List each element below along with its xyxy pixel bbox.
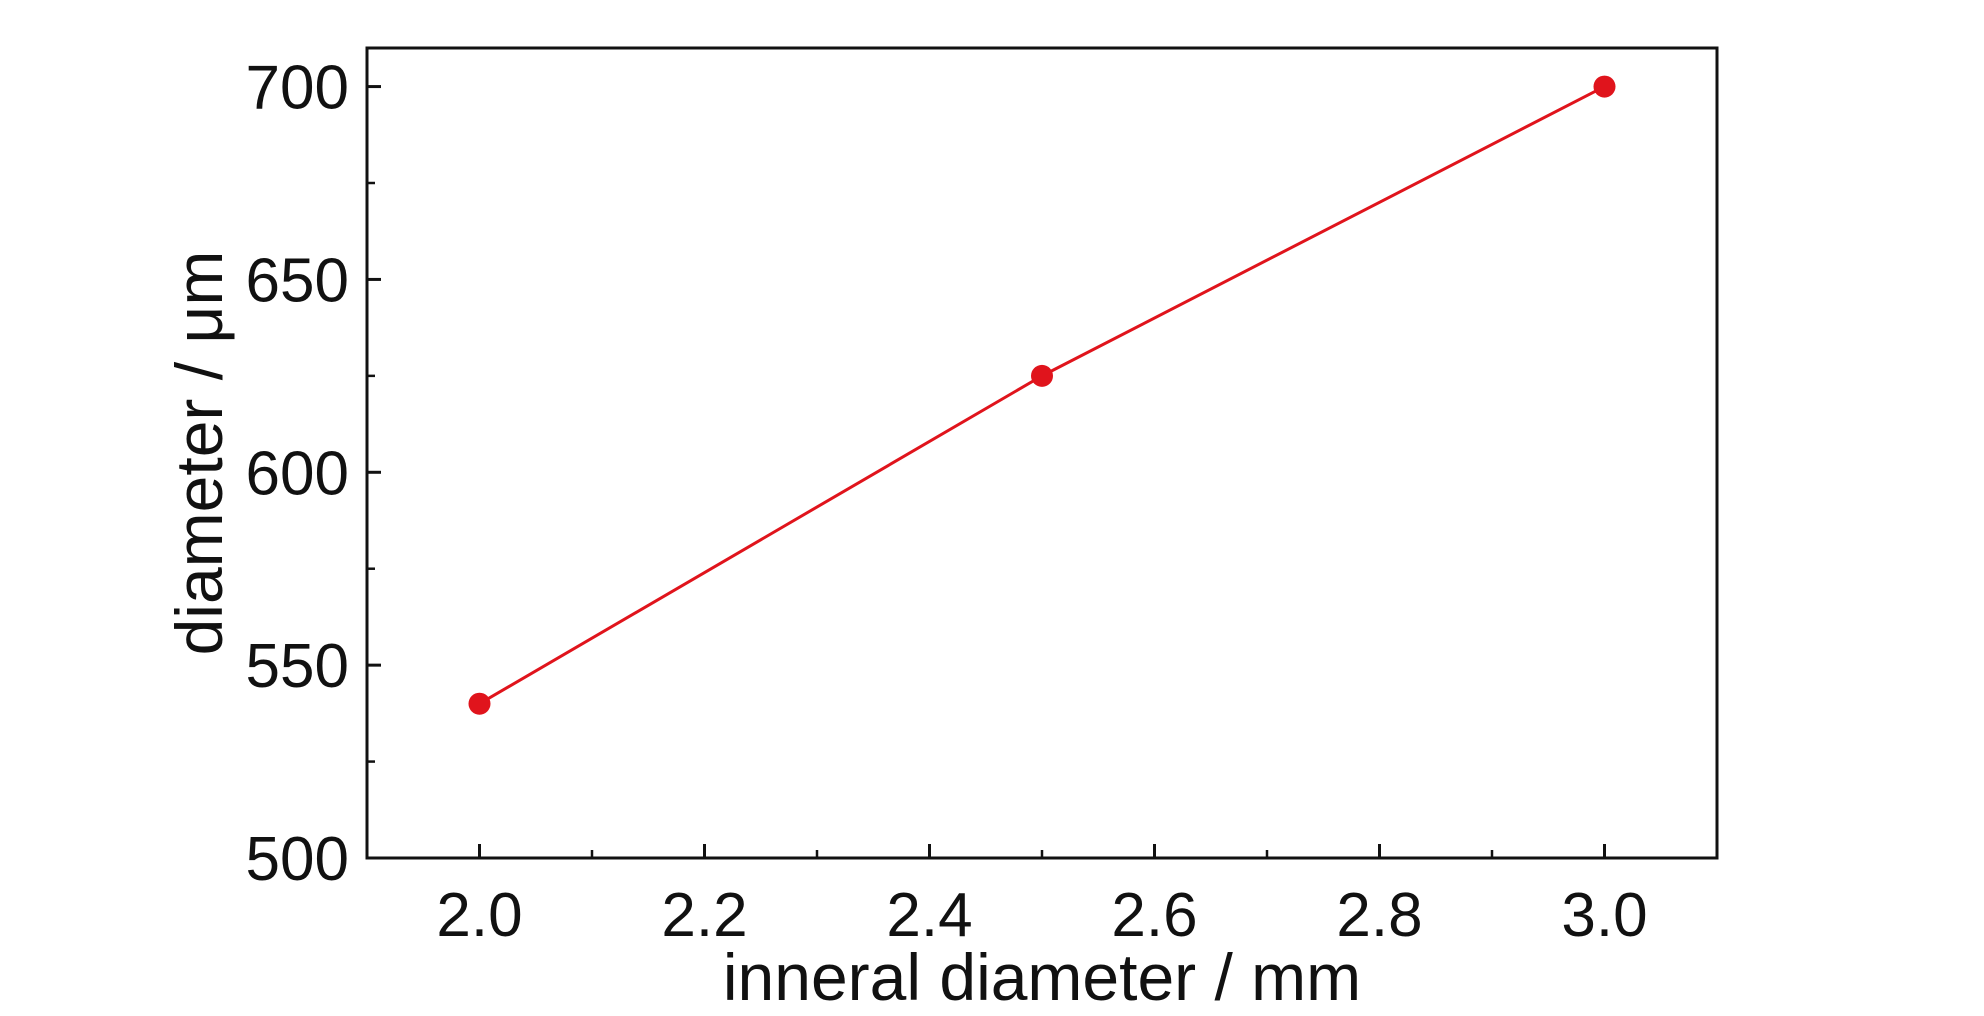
series-line <box>478 85 1606 706</box>
data-point <box>1593 75 1616 98</box>
data-point <box>468 692 491 715</box>
data-point <box>1031 364 1053 387</box>
x-tick-label: 3.0 <box>1561 881 1647 950</box>
y-tick-label: 700 <box>246 54 349 123</box>
x-tick-label: 2.2 <box>661 881 747 950</box>
y-axis-ticks: 500 550 600 650 700 <box>246 54 381 894</box>
y-tick-label: 500 <box>246 825 349 894</box>
x-axis-ticks: 2.0 2.2 2.4 2.6 2.8 3.0 <box>436 844 1648 950</box>
y-tick-label: 650 <box>246 246 349 315</box>
x-axis-label: inneral diameter / mm <box>723 940 1361 1014</box>
x-tick-label: 2.8 <box>1336 881 1422 950</box>
x-tick-label: 2.6 <box>1111 881 1197 950</box>
x-tick-label: 2.4 <box>886 881 972 950</box>
plot-frame <box>365 46 1719 860</box>
series-group <box>468 75 1616 715</box>
y-tick-label: 550 <box>246 632 349 701</box>
x-tick-label: 2.0 <box>436 881 522 950</box>
y-axis-label: diameter / μm <box>162 251 236 656</box>
y-tick-label: 600 <box>246 439 349 508</box>
